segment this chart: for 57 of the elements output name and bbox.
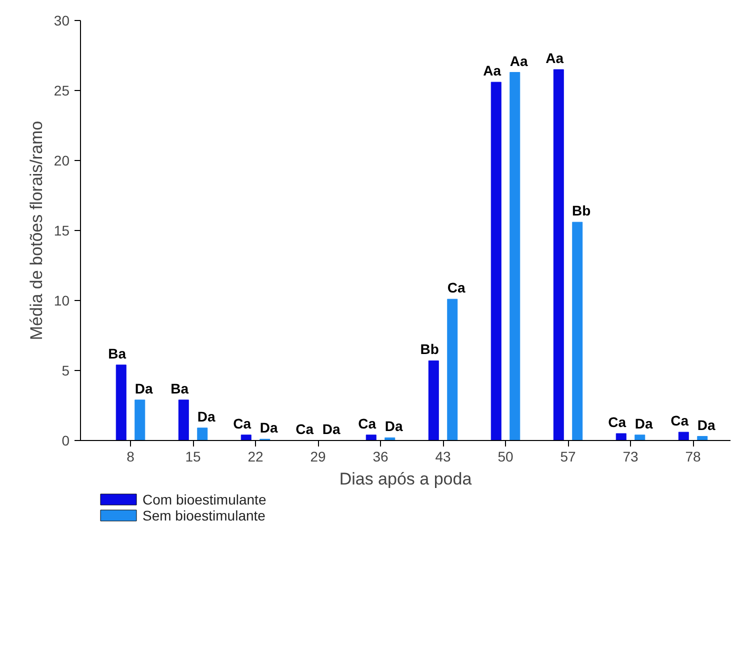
data-label: Aa [546,50,564,66]
bar [490,82,502,440]
data-label: Da [260,420,278,436]
data-label: Da [322,421,341,437]
data-label: Aa [483,62,502,79]
x-tick-label: 73 [622,448,638,464]
y-tick-label: 25 [54,82,70,98]
bar [447,298,458,440]
bar [510,72,520,440]
y-tick-label: 20 [54,152,70,168]
bar [634,434,646,440]
legend-label: Sem bioestimulante [142,508,266,524]
y-tick-label: 5 [62,362,70,378]
bar [178,400,189,440]
bar [197,428,208,440]
x-tick-label: 8 [126,448,135,464]
y-tick-label: 15 [54,222,70,238]
data-label: Da [384,418,404,434]
x-tick-label: 22 [248,448,264,464]
data-label: Ca [233,415,252,432]
data-label: Bb [420,341,439,358]
bar [366,434,376,440]
bar [697,436,708,440]
data-label: Ba [108,345,126,362]
bar [240,434,252,440]
y-tick-label: 0 [62,432,70,448]
y-axis-title: Média de botões florais/ramo [26,120,46,340]
data-label: Aa [510,52,528,69]
x-tick-label: 57 [560,448,576,464]
data-label: Ca [608,414,626,430]
y-tick-label: 30 [54,12,70,28]
x-tick-label: 15 [185,448,201,464]
data-label: Ca [670,412,689,429]
legend-label: Com bioestimulante [142,492,266,508]
data-label: Da [134,380,154,396]
bar [553,69,564,440]
x-tick-label: 43 [435,448,451,464]
bar [572,222,583,440]
data-label: Ca [358,415,376,432]
data-label: Da [634,415,654,432]
x-tick-label: 50 [498,448,514,464]
y-tick-label: 10 [54,292,70,308]
x-tick-label: 36 [372,448,388,464]
data-label: Bb [572,202,591,219]
x-tick-label: 29 [310,448,326,464]
bar [134,400,146,440]
data-label: Ca [447,280,466,296]
data-label: Ba [170,380,189,396]
bar [428,360,439,440]
bar [116,364,126,440]
data-label: Ca [296,421,314,437]
data-label: Da [197,408,216,424]
bar [678,432,689,440]
bar [616,433,626,440]
x-tick-label: 78 [685,448,701,464]
data-label: Da [697,416,716,433]
x-axis-title: Dias após a poda [339,470,472,488]
